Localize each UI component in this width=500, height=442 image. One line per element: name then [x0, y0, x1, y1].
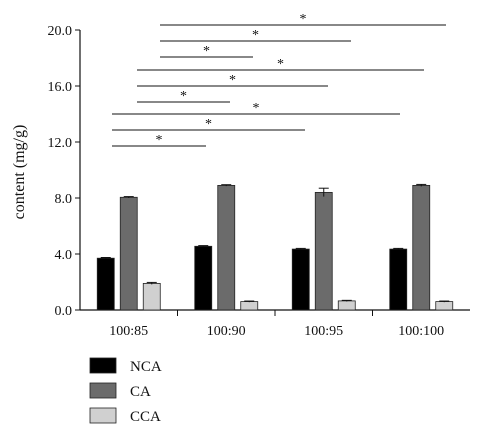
significance-star: *: [205, 117, 212, 132]
bar-nca: [389, 248, 408, 311]
y-axis-label: content (mg/g): [11, 125, 28, 220]
legend: NCA CA CCA: [89, 357, 162, 425]
legend-swatch-cca: [89, 407, 117, 424]
significance-star: *: [253, 101, 260, 116]
y-tick-label: 0.0: [55, 304, 73, 319]
significance-star: *: [180, 89, 187, 104]
legend-label-nca: NCA: [130, 359, 162, 375]
significance-star: *: [156, 133, 163, 148]
bar-nca: [194, 245, 213, 311]
bar-cca: [337, 300, 356, 311]
legend-label-cca: CCA: [130, 409, 161, 425]
significance-star: *: [300, 12, 307, 27]
y-axis-ticks: 0.0 4.0 8.0 12.0 16.0 20.0: [48, 24, 80, 319]
bar-nca: [291, 248, 310, 311]
y-tick-label: 20.0: [48, 24, 73, 39]
legend-swatch-ca: [89, 382, 117, 399]
x-tick-label: 100:90: [207, 324, 246, 339]
significance-brackets: * * * * * * * * *: [112, 12, 446, 148]
y-tick-label: 12.0: [48, 136, 73, 151]
bar-cca: [142, 282, 161, 311]
bar-ca: [314, 191, 333, 311]
y-tick-label: 8.0: [55, 192, 73, 207]
bar-cca: [435, 301, 454, 311]
y-tick-label: 16.0: [48, 80, 73, 95]
significance-star: *: [203, 44, 210, 59]
bar-ca: [119, 196, 138, 311]
bar-nca: [96, 257, 115, 311]
legend-swatch-nca: [89, 357, 117, 374]
significance-star: *: [252, 28, 259, 43]
x-tick-label: 100:85: [109, 324, 148, 339]
bar-cca: [240, 301, 259, 311]
legend-label-ca: CA: [130, 384, 151, 400]
x-axis-ticks: 100:85 100:90 100:95 100:100: [109, 310, 444, 339]
y-tick-label: 4.0: [55, 248, 73, 263]
bar-ca: [412, 184, 431, 311]
x-tick-label: 100:100: [398, 324, 444, 339]
significance-star: *: [229, 73, 236, 88]
significance-star: *: [277, 57, 284, 72]
bars: [96, 183, 454, 311]
x-tick-label: 100:95: [304, 324, 343, 339]
axes: [79, 30, 470, 311]
bar-ca: [217, 184, 236, 311]
